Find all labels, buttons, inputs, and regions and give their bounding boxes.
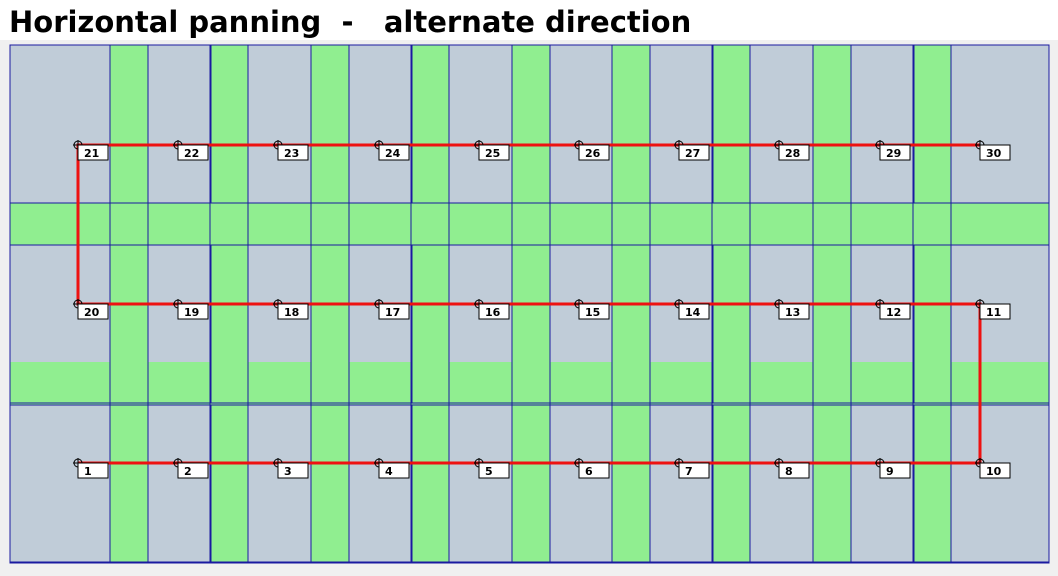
tile-label-box (578, 144, 610, 161)
tile-marker: 22 (173, 140, 209, 161)
tile-marker: 8 (774, 458, 810, 479)
tile-marker: 23 (273, 140, 309, 161)
tile-marker: 13 (774, 299, 810, 320)
tile-outline (913, 44, 1050, 204)
tile-label: 3 (284, 465, 292, 478)
tile-marker: 14 (674, 299, 710, 320)
tile-marker: 24 (374, 140, 410, 161)
tile-label: 11 (986, 306, 1001, 319)
tile-marker: 5 (474, 458, 510, 479)
tile-label-box (77, 144, 109, 161)
tile-label-box (778, 144, 810, 161)
tile-label: 24 (385, 147, 401, 160)
tile-label-box (578, 462, 610, 479)
horizontal-overlap-stripe (10, 362, 1049, 405)
tile-marker: 6 (574, 458, 610, 479)
tile-marker: 26 (574, 140, 610, 161)
tile-marker: 25 (474, 140, 510, 161)
tile-label-box (378, 144, 410, 161)
tile-label: 4 (385, 465, 393, 478)
page-title: Horizontal panning - alternate direction (9, 5, 692, 39)
tile-label-box (177, 144, 209, 161)
tile-label-box (879, 462, 911, 479)
tile-label: 25 (485, 147, 500, 160)
tile-label: 23 (284, 147, 299, 160)
tile-label-box (277, 462, 309, 479)
tile-marker: 16 (474, 299, 510, 320)
tile-label-box (277, 303, 309, 320)
tile-label-box (979, 462, 1011, 479)
tile-label: 14 (685, 306, 701, 319)
tile-label-box (177, 303, 209, 320)
tile-label: 28 (785, 147, 800, 160)
tile-label: 19 (184, 306, 199, 319)
tile-label: 27 (685, 147, 700, 160)
tile-marker: 9 (875, 458, 911, 479)
tile-label: 8 (785, 465, 793, 478)
tile-label-box (378, 462, 410, 479)
tile-label: 18 (284, 306, 299, 319)
tile-label-box (77, 462, 109, 479)
tile-label: 30 (986, 147, 1002, 160)
tile-label: 22 (184, 147, 199, 160)
tile-label: 20 (84, 306, 100, 319)
tile-label: 10 (986, 465, 1002, 478)
tile-label-box (678, 462, 710, 479)
tile-marker: 11 (975, 299, 1011, 320)
tile-label: 9 (886, 465, 894, 478)
tile-label: 6 (585, 465, 593, 478)
tile-label: 13 (785, 306, 800, 319)
tile-label-box (578, 303, 610, 320)
tile-marker: 29 (875, 140, 911, 161)
tile-label-box (378, 303, 410, 320)
tile-label: 12 (886, 306, 901, 319)
tile-marker: 10 (975, 458, 1011, 479)
tile-marker: 18 (273, 299, 309, 320)
tile-label-box (778, 303, 810, 320)
tile-label-box (177, 462, 209, 479)
tile-label: 15 (585, 306, 600, 319)
tile-label-box (478, 462, 510, 479)
tile-marker: 2 (173, 458, 209, 479)
tile-marker: 28 (774, 140, 810, 161)
tile-marker: 20 (73, 299, 109, 320)
tile-label-box (979, 144, 1011, 161)
tile-label: 16 (485, 306, 501, 319)
tile-label: 1 (84, 465, 92, 478)
tile-label-box (778, 462, 810, 479)
tile-label: 29 (886, 147, 901, 160)
tile-label-box (879, 144, 911, 161)
tile-label: 7 (685, 465, 693, 478)
tile-label: 5 (485, 465, 493, 478)
tile-marker: 7 (674, 458, 710, 479)
horizontal-overlap-stripe (10, 203, 1049, 245)
tile-label: 21 (84, 147, 99, 160)
tile-label-box (77, 303, 109, 320)
tile-marker: 1 (73, 458, 109, 479)
tile-marker: 12 (875, 299, 911, 320)
tile-label-box (478, 144, 510, 161)
tile-label-box (979, 303, 1011, 320)
overlap-layer (10, 45, 1049, 562)
tile-marker: 27 (674, 140, 710, 161)
tile-label-box (678, 144, 710, 161)
tile-marker: 15 (574, 299, 610, 320)
tile-marker: 17 (374, 299, 410, 320)
tile-marker: 30 (975, 140, 1011, 161)
tile-label: 2 (184, 465, 192, 478)
tile-label-box (678, 303, 710, 320)
tile-label-box (478, 303, 510, 320)
tile-label: 17 (385, 306, 400, 319)
tile-label: 26 (585, 147, 601, 160)
tile-marker: 19 (173, 299, 209, 320)
tile-label-box (277, 144, 309, 161)
tile-marker: 4 (374, 458, 410, 479)
tile-marker: 3 (273, 458, 309, 479)
tile-marker: 21 (73, 140, 109, 161)
tile-label-box (879, 303, 911, 320)
